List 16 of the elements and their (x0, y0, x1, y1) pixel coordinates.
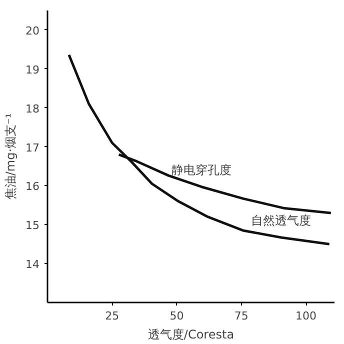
y-tick-label: 20 (26, 24, 40, 38)
line-series (68, 54, 331, 246)
y-tick-label: 15 (26, 219, 40, 232)
y-tick-label: 17 (26, 141, 40, 154)
x-tick-label: 75 (234, 310, 248, 322)
series-label: 静电穿孔度 (172, 162, 232, 177)
x-tick-label: 50 (170, 310, 184, 322)
y-tick-label: 19 (26, 63, 40, 76)
x-tick-label: 25 (105, 310, 120, 322)
x-axis-title: 透气度/Coresta (148, 328, 234, 342)
y-axis-title: 焦油/mg·烟支⁻¹ (4, 113, 18, 200)
y-tick-label: 18 (26, 102, 40, 116)
y-tick-label: 16 (26, 180, 40, 194)
series-label: 自然透气度 (251, 213, 312, 228)
y-tick-label: 14 (26, 258, 40, 272)
x-tick-label: 100 (296, 310, 317, 322)
